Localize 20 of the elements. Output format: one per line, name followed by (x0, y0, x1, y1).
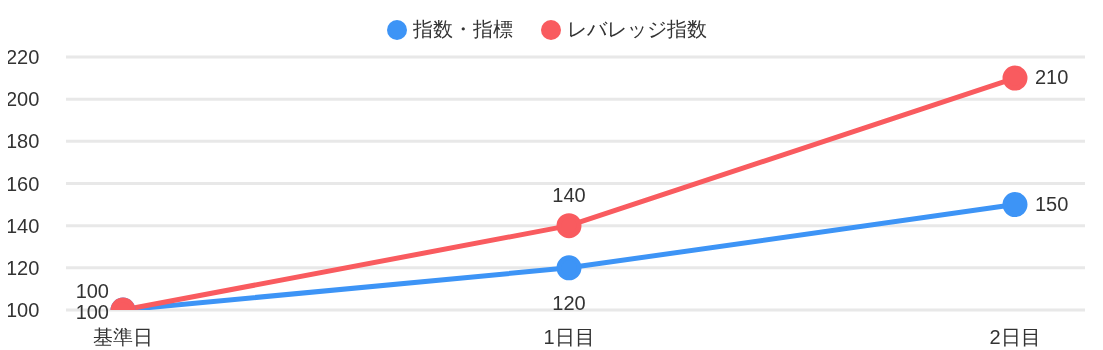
y-tick-label: 120 (6, 256, 40, 279)
x-tick-label: 2日目 (989, 326, 1041, 349)
data-label: 100 (75, 280, 109, 302)
y-tick-label: 100 (6, 299, 40, 322)
y-tick-label: 140 (6, 214, 40, 237)
x-tick-label: 1日目 (543, 326, 595, 349)
data-label: 120 (552, 291, 586, 314)
data-label: 150 (1035, 192, 1069, 215)
point (1002, 65, 1028, 91)
legend-label: レバレッジ指数 (566, 17, 707, 42)
data-label: 210 (1035, 66, 1069, 89)
point (1002, 192, 1028, 218)
data-label: 140 (552, 183, 586, 206)
x-tick-label: 基準日 (93, 326, 153, 349)
point (556, 255, 582, 281)
legend-label: 指数・指標 (412, 17, 513, 42)
data-label: 100 (75, 301, 109, 323)
point (556, 213, 582, 239)
y-tick-label: 160 (6, 172, 40, 195)
y-tick-label: 180 (6, 130, 40, 153)
